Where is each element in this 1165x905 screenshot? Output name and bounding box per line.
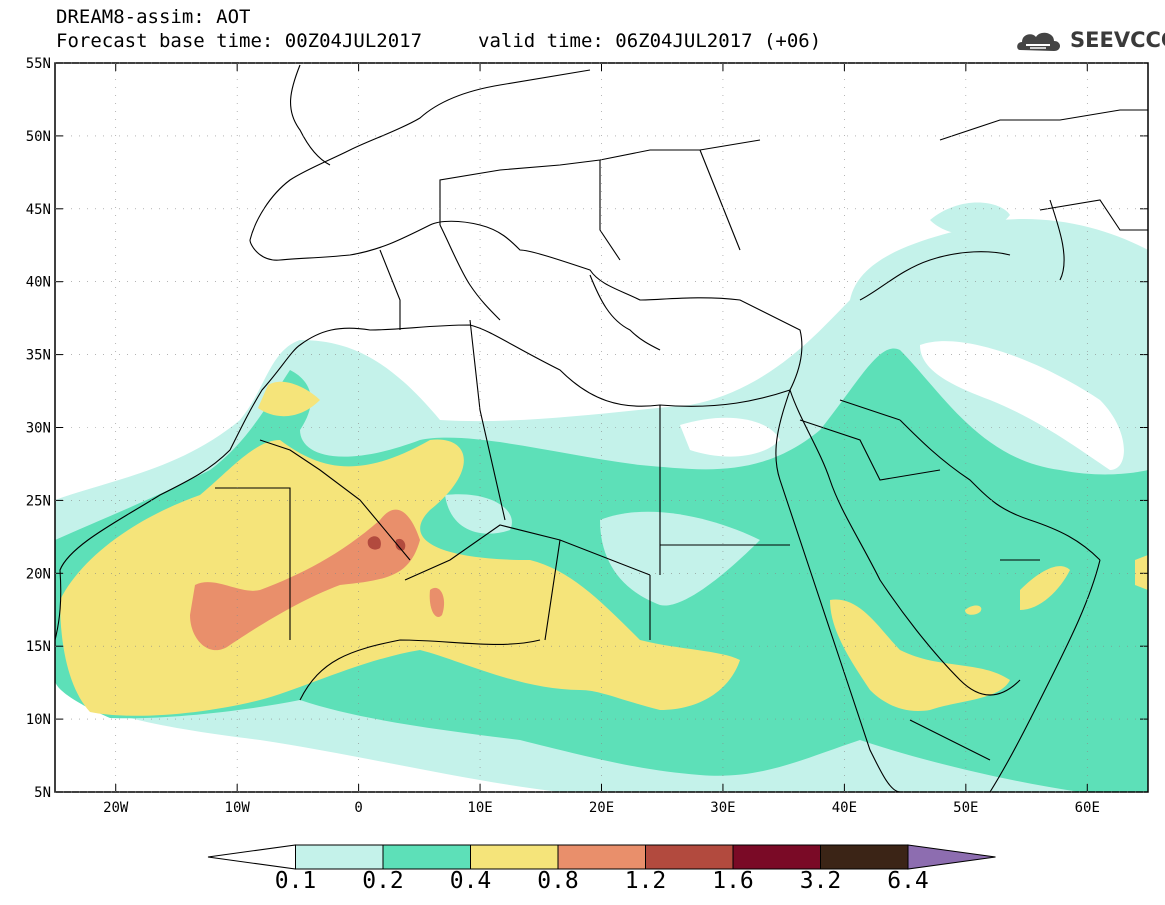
valid-time: valid time: 06Z04JUL2017 (+06) <box>478 30 822 52</box>
lat-tick-label: 40N <box>26 275 51 291</box>
lon-axis: 20W 10W 0 10E 20E 30E 40E 50E 60E <box>103 63 1100 816</box>
lat-tick-label: 20N <box>26 566 51 582</box>
lon-tick-label: 10W <box>225 800 251 816</box>
colorbar-boxes <box>207 844 996 870</box>
colorbar-box <box>732 844 821 870</box>
colorbar-label: 1.2 <box>624 868 667 894</box>
aot-map: 5N 10N 15N 20N 25N 30N 35N 40N 45N 50N 55N 20W 10W 0… <box>26 56 1149 816</box>
lon-tick-label: 40E <box>832 800 857 816</box>
colorbar-label: 0.8 <box>537 868 579 894</box>
lon-tick-label: 20W <box>103 800 129 816</box>
colorbar <box>207 844 996 870</box>
colorbar-under-triangle <box>207 844 296 870</box>
lat-tick-label: 50N <box>26 129 51 145</box>
colorbar-box <box>557 844 646 870</box>
lat-tick-label: 35N <box>26 348 51 364</box>
logo-text: SEEVCCC <box>1070 28 1165 52</box>
colorbar-label: 6.4 <box>887 868 929 894</box>
lon-tick-label: 30E <box>710 800 735 816</box>
colorbar-box <box>820 844 909 870</box>
lat-axis: 5N 10N 15N 20N 25N 30N 35N 40N 45N 50N 55N <box>26 56 1148 801</box>
lat-tick-label: 15N <box>26 639 51 655</box>
colorbar-box <box>470 844 559 870</box>
colorbar-label: 1.6 <box>712 868 754 894</box>
colorbar-box <box>295 844 384 870</box>
colorbar-box <box>645 844 734 870</box>
colorbar-label: 0.2 <box>362 868 404 894</box>
colorbar-label: 0.4 <box>449 868 492 894</box>
lon-tick-label: 50E <box>953 800 978 816</box>
colorbar-over-triangle <box>907 844 996 870</box>
forecast-base-time: Forecast base time: 00Z04JUL2017 <box>56 30 423 52</box>
lon-tick-label: 20E <box>589 800 614 816</box>
colorbar-label: 0.1 <box>274 868 317 894</box>
colorbar-box <box>382 844 471 870</box>
lat-tick-label: 55N <box>26 56 51 72</box>
lon-tick-label: 0 <box>354 800 362 816</box>
map-title: DREAM8-assim: AOT <box>56 6 251 28</box>
cloud-logo-icon <box>1017 32 1060 51</box>
lat-tick-label: 5N <box>34 785 51 801</box>
lon-tick-label: 10E <box>467 800 492 816</box>
lat-tick-label: 10N <box>26 712 51 728</box>
lat-tick-label: 30N <box>26 421 51 437</box>
lon-tick-label: 60E <box>1075 800 1100 816</box>
aot-contours <box>55 63 1148 792</box>
coastlines <box>55 64 1148 792</box>
lat-tick-label: 25N <box>26 493 51 509</box>
colorbar-label: 3.2 <box>799 868 842 894</box>
lat-tick-label: 45N <box>26 202 51 218</box>
